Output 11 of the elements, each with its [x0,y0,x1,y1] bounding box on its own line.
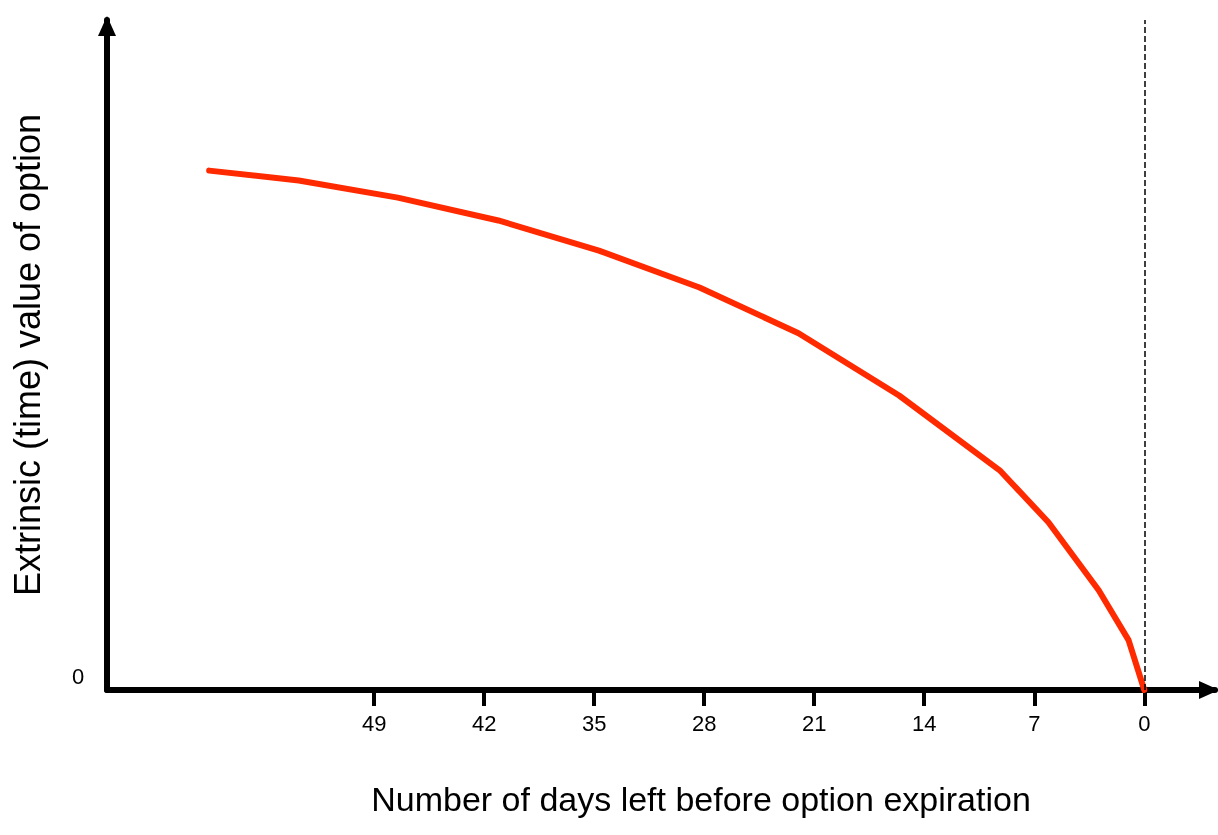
y-axis-title: Extrinsic (time) value of option [6,113,48,597]
x-tick-label: 14 [912,710,937,736]
x-tick-label: 0 [1138,710,1151,736]
x-tick-label: 7 [1028,710,1041,736]
text: 0 [72,663,85,689]
x-tick-label: 35 [581,710,607,736]
x-tick-label: 28 [691,710,717,736]
x-tick-label: 21 [801,710,827,736]
x-tick-label: 42 [471,710,497,736]
x-axis-title: Number of days left before option expiration [371,780,1031,818]
x-tick-label: 49 [361,710,387,736]
